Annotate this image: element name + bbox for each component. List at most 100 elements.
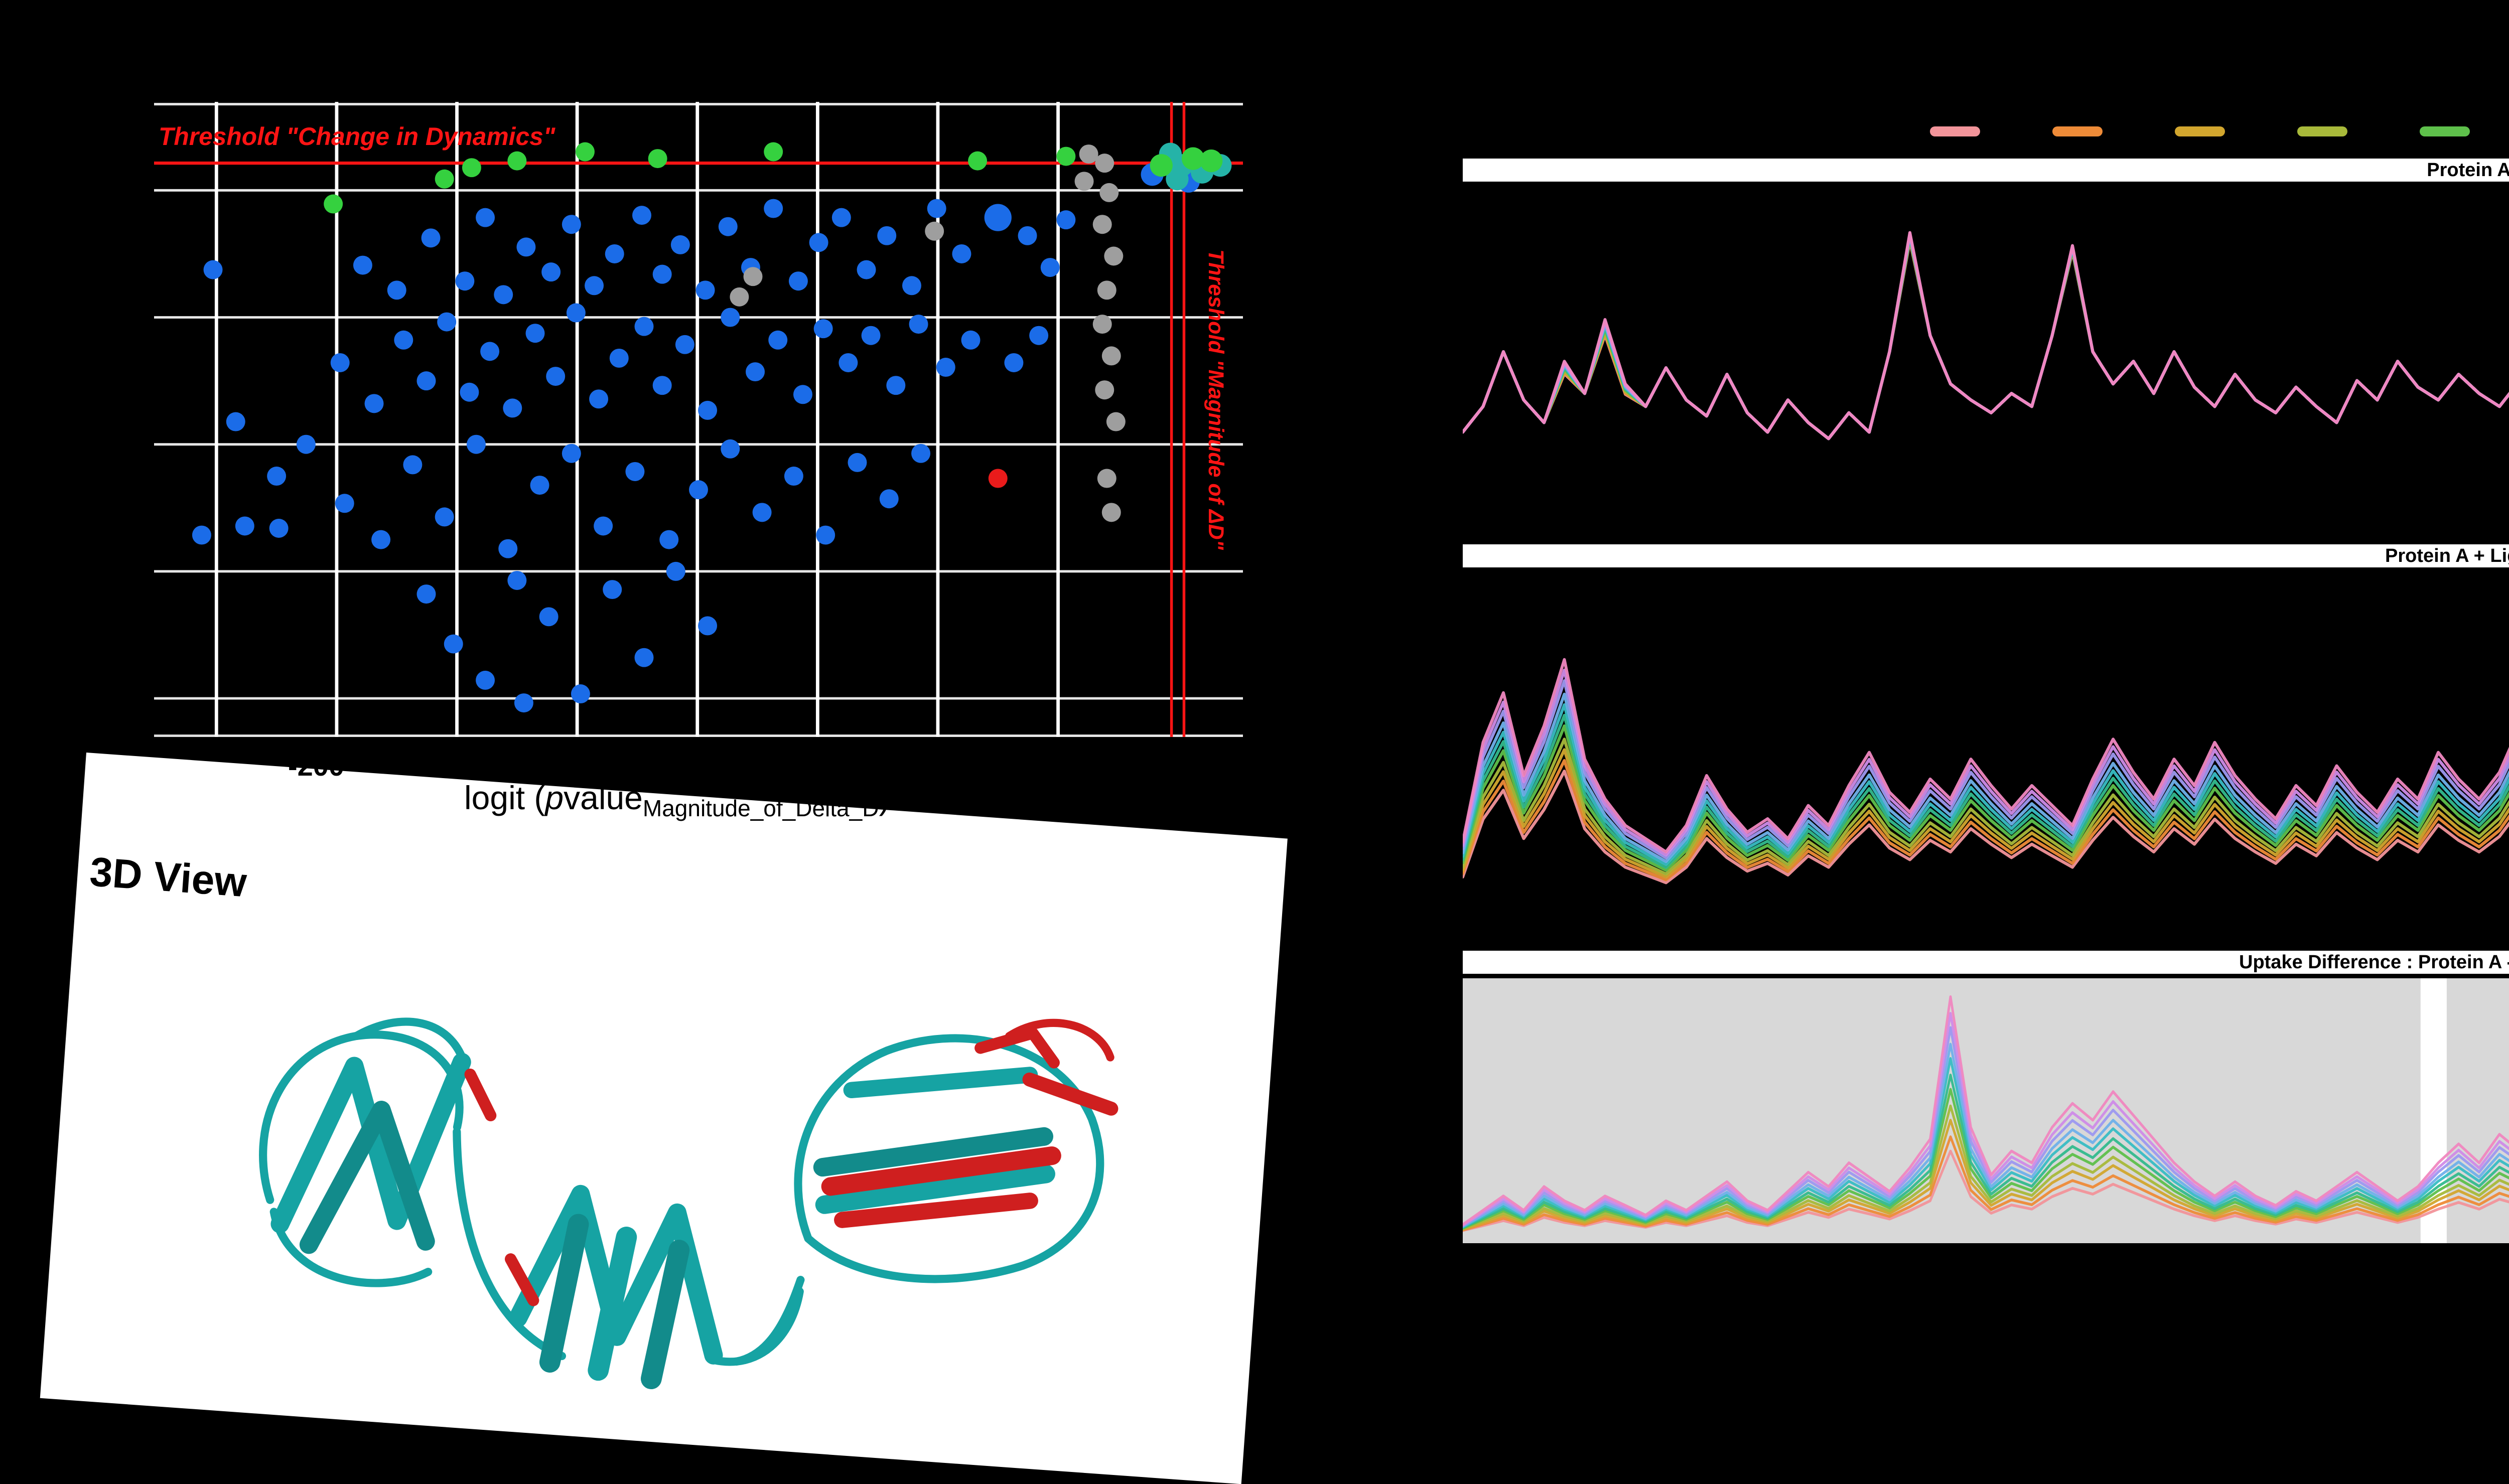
volcano-point[interactable] [494, 285, 513, 305]
volcano-point[interactable] [546, 367, 566, 386]
volcano-point[interactable] [353, 255, 372, 275]
volcano-point[interactable] [605, 244, 624, 263]
uptake-trace[interactable] [1463, 224, 2509, 458]
volcano-point[interactable] [1095, 154, 1114, 173]
volcano-point[interactable] [503, 398, 522, 418]
volcano-point[interactable] [1099, 183, 1119, 202]
volcano-point[interactable] [594, 516, 613, 536]
volcano-point[interactable] [902, 276, 921, 295]
volcano-point[interactable] [1097, 469, 1117, 488]
volcano-point[interactable] [1106, 412, 1126, 431]
volcano-point[interactable] [1040, 258, 1060, 277]
volcano-point[interactable] [444, 634, 463, 654]
volcano-point[interactable] [911, 443, 931, 463]
uptake-trace[interactable] [1463, 1012, 2509, 1227]
volcano-point[interactable] [1200, 150, 1223, 173]
volcano-point[interactable] [1056, 210, 1076, 230]
volcano-point[interactable] [718, 217, 738, 236]
uptake-trace[interactable] [1463, 671, 2509, 869]
volcano-point[interactable] [831, 208, 851, 227]
volcano-point[interactable] [480, 342, 500, 361]
legend-swatch[interactable] [2297, 126, 2347, 136]
volcano-point[interactable] [462, 158, 481, 178]
volcano-point[interactable] [455, 271, 475, 291]
volcano-point[interactable] [886, 376, 906, 395]
volcano-point[interactable] [541, 262, 561, 282]
volcano-point[interactable] [421, 228, 441, 248]
volcano-point[interactable] [634, 317, 654, 336]
volcano-point[interactable] [525, 324, 545, 343]
volcano-point[interactable] [809, 233, 828, 252]
volcano-point[interactable] [571, 684, 590, 704]
uptake-trace[interactable] [1463, 1149, 2509, 1232]
volcano-point[interactable] [634, 648, 654, 667]
volcano-point[interactable] [330, 353, 350, 372]
volcano-point[interactable] [1018, 226, 1037, 245]
volcano-point[interactable] [1092, 215, 1112, 234]
volcano-point[interactable] [925, 221, 944, 241]
volcano-point[interactable] [764, 199, 783, 218]
volcano-point[interactable] [984, 204, 1012, 231]
volcano-point[interactable] [387, 280, 406, 300]
volcano-point[interactable] [909, 315, 928, 334]
volcano-point[interactable] [652, 264, 672, 284]
volcano-point[interactable] [562, 215, 581, 234]
volcano-point[interactable] [466, 434, 486, 454]
uptake-trace[interactable] [1463, 1026, 2509, 1227]
volcano-point[interactable] [335, 494, 354, 513]
volcano-point[interactable] [1150, 154, 1173, 177]
volcano-point[interactable] [566, 303, 586, 323]
legend-swatch[interactable] [1930, 126, 1980, 136]
volcano-point[interactable] [813, 319, 833, 339]
uptake-trace[interactable] [1463, 658, 2509, 866]
uptake-trace[interactable] [1463, 1104, 2509, 1231]
uptake-trace[interactable] [1463, 712, 2509, 878]
volcano-point[interactable] [988, 469, 1008, 488]
volcano-point[interactable] [1056, 146, 1076, 166]
volcano-point[interactable] [1101, 503, 1121, 522]
volcano-point[interactable] [1092, 315, 1112, 334]
volcano-point[interactable] [721, 308, 740, 327]
volcano-point[interactable] [816, 525, 835, 545]
volcano-point[interactable] [539, 607, 559, 627]
volcano-point[interactable] [879, 489, 899, 509]
volcano-point[interactable] [394, 330, 413, 350]
volcano-point[interactable] [371, 530, 391, 549]
uptake-trace[interactable] [1463, 223, 2509, 448]
volcano-point[interactable] [1166, 168, 1189, 191]
legend-swatch[interactable] [2420, 126, 2470, 136]
volcano-point[interactable] [961, 330, 981, 350]
volcano-point[interactable] [1101, 346, 1121, 366]
volcano-point[interactable] [507, 570, 527, 590]
volcano-point[interactable] [768, 330, 788, 350]
protein-a-ligand-chart[interactable] [1463, 577, 2509, 933]
uptake-trace[interactable] [1463, 725, 2509, 881]
volcano-point[interactable] [968, 151, 988, 171]
uptake-trace[interactable] [1463, 603, 2509, 854]
volcano-point[interactable] [416, 371, 436, 391]
volcano-point[interactable] [698, 400, 718, 420]
volcano-point[interactable] [659, 530, 679, 549]
uptake-trace[interactable] [1463, 223, 2509, 440]
volcano-point[interactable] [752, 503, 772, 522]
volcano-point[interactable] [437, 312, 457, 332]
uptake-trace[interactable] [1463, 1119, 2509, 1231]
protein-a-chart[interactable] [1463, 191, 2509, 537]
volcano-point[interactable] [269, 519, 289, 538]
volcano-point[interactable] [877, 226, 897, 245]
volcano-point[interactable] [743, 267, 763, 286]
volcano-point[interactable] [585, 276, 604, 295]
volcano-point[interactable] [793, 385, 812, 404]
volcano-point[interactable] [476, 208, 495, 227]
volcano-point[interactable] [675, 335, 694, 354]
volcano-point[interactable] [689, 480, 708, 500]
volcano-point[interactable] [625, 462, 645, 481]
volcano-point[interactable] [1004, 353, 1024, 372]
volcano-point[interactable] [721, 439, 740, 459]
uptake-trace[interactable] [1463, 995, 2509, 1226]
volcano-point[interactable] [416, 584, 436, 604]
volcano-point[interactable] [460, 382, 479, 402]
volcano-point[interactable] [936, 358, 955, 377]
volcano-point[interactable] [435, 169, 454, 189]
uptake-trace[interactable] [1463, 226, 2509, 490]
